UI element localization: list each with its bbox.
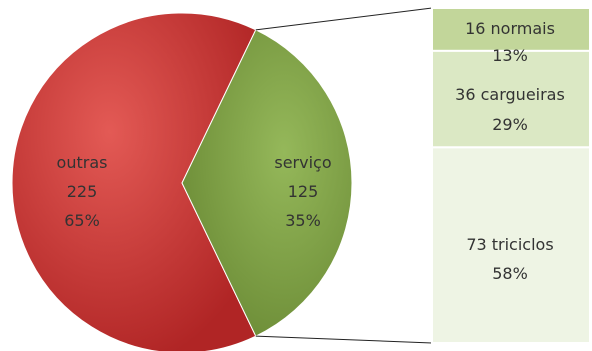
breakdown-bar — [431, 7, 591, 344]
segment-percent-normais: 13% — [492, 46, 528, 65]
slice-value-servico: 125 — [288, 182, 319, 201]
segment-label-triciclos: 73 triciclos — [466, 235, 553, 254]
segment-label-cargueiras: 36 cargueiras — [455, 85, 565, 104]
slice-label-servico: serviço — [274, 153, 331, 172]
bar-segment-2 — [431, 146, 591, 344]
bar-segment-1 — [431, 49, 591, 149]
slice-percent-outras: 65% — [64, 211, 100, 230]
slice-value-outras: 225 — [67, 182, 98, 201]
pie-slice-servico — [181, 29, 353, 337]
pie-group — [11, 12, 353, 351]
segment-label-normais: 16 normais — [465, 19, 555, 38]
pie-slice-outras — [11, 12, 257, 351]
slice-label-outras: outras — [57, 153, 108, 172]
slice-percent-servico: 35% — [285, 211, 321, 230]
connector-line-bottom — [255, 335, 433, 344]
connector-lines — [255, 7, 433, 344]
connector-line-top — [255, 7, 433, 31]
segment-percent-triciclos: 58% — [492, 264, 528, 283]
segment-percent-cargueiras: 29% — [492, 115, 528, 134]
